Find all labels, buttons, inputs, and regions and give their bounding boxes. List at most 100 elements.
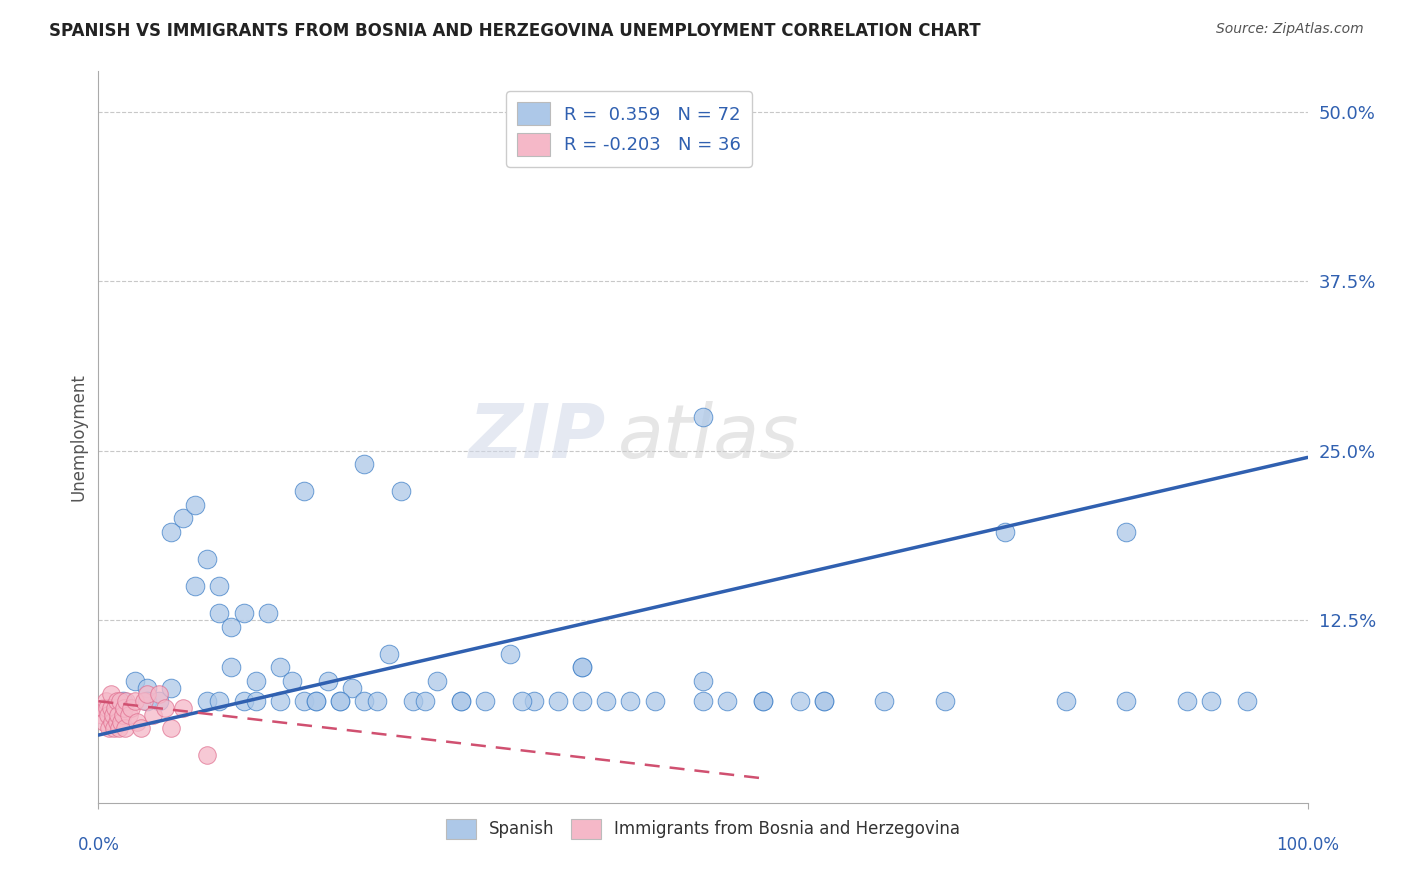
Point (245, 694, 267, 708)
Point (160, 524, 183, 539)
Point (813, 694, 835, 708)
Point (450, 694, 472, 708)
Text: atlas: atlas (619, 401, 800, 473)
Point (595, 694, 617, 708)
Point (100, 688, 122, 702)
Point (110, 714, 132, 729)
Point (100, 701, 122, 715)
Point (195, 748, 218, 763)
Point (195, 694, 218, 708)
Point (148, 688, 170, 702)
Point (111, 707, 134, 722)
Point (153, 701, 176, 715)
Point (716, 694, 738, 708)
Point (208, 606, 231, 620)
Point (108, 721, 131, 735)
Point (644, 694, 666, 708)
Legend: Spanish, Immigrants from Bosnia and Herzegovina: Spanish, Immigrants from Bosnia and Herz… (439, 812, 967, 846)
Point (96, 701, 118, 715)
Text: Source: ZipAtlas.com: Source: ZipAtlas.com (1216, 22, 1364, 37)
Point (148, 694, 170, 708)
Point (316, 673, 339, 688)
Point (208, 694, 231, 708)
Point (353, 694, 375, 708)
Point (184, 498, 207, 512)
Point (619, 694, 641, 708)
Point (104, 701, 127, 715)
Point (111, 694, 134, 708)
Point (692, 409, 714, 424)
Point (571, 694, 593, 708)
Point (873, 694, 896, 708)
Point (281, 673, 304, 688)
Point (474, 694, 496, 708)
Point (547, 694, 569, 708)
Point (498, 647, 520, 661)
Point (107, 707, 129, 722)
Y-axis label: Unemployment: Unemployment (69, 373, 87, 501)
Point (118, 707, 141, 722)
Point (245, 673, 267, 688)
Point (184, 579, 207, 593)
Point (269, 660, 291, 674)
Point (329, 694, 352, 708)
Point (994, 524, 1017, 539)
Point (115, 694, 138, 708)
Point (342, 681, 364, 695)
Point (129, 721, 152, 735)
Point (93, 714, 115, 729)
Text: 100.0%: 100.0% (1277, 836, 1339, 854)
Point (269, 694, 291, 708)
Point (105, 694, 128, 708)
Point (523, 694, 546, 708)
Point (329, 694, 352, 708)
Point (1175, 694, 1198, 708)
Point (114, 721, 136, 735)
Point (402, 694, 425, 708)
Point (1115, 694, 1137, 708)
Point (195, 552, 218, 566)
Point (172, 701, 194, 715)
Point (789, 694, 811, 708)
Point (221, 660, 243, 674)
Point (221, 620, 243, 634)
Text: ZIP: ZIP (470, 401, 606, 474)
Point (124, 694, 146, 708)
Point (1199, 694, 1222, 708)
Point (160, 721, 183, 735)
Point (103, 721, 125, 735)
Point (91, 707, 114, 722)
Point (120, 701, 142, 715)
Point (135, 694, 157, 708)
Point (135, 681, 157, 695)
Point (377, 647, 399, 661)
Point (208, 579, 231, 593)
Point (305, 694, 328, 708)
Point (94, 694, 117, 708)
Point (232, 694, 254, 708)
Point (571, 660, 593, 674)
Point (353, 457, 375, 471)
Text: 0.0%: 0.0% (77, 836, 120, 854)
Point (934, 694, 956, 708)
Point (134, 694, 156, 708)
Point (98, 721, 121, 735)
Point (172, 511, 194, 525)
Point (91, 701, 114, 715)
Point (366, 694, 388, 708)
Point (571, 660, 593, 674)
Point (142, 707, 165, 722)
Point (292, 694, 315, 708)
Point (124, 673, 146, 688)
Point (692, 694, 714, 708)
Point (510, 694, 533, 708)
Point (112, 701, 135, 715)
Point (1236, 694, 1258, 708)
Point (752, 694, 775, 708)
Point (127, 714, 149, 729)
Point (101, 707, 124, 722)
Point (389, 484, 412, 499)
Point (692, 673, 714, 688)
Point (813, 694, 835, 708)
Point (413, 694, 436, 708)
